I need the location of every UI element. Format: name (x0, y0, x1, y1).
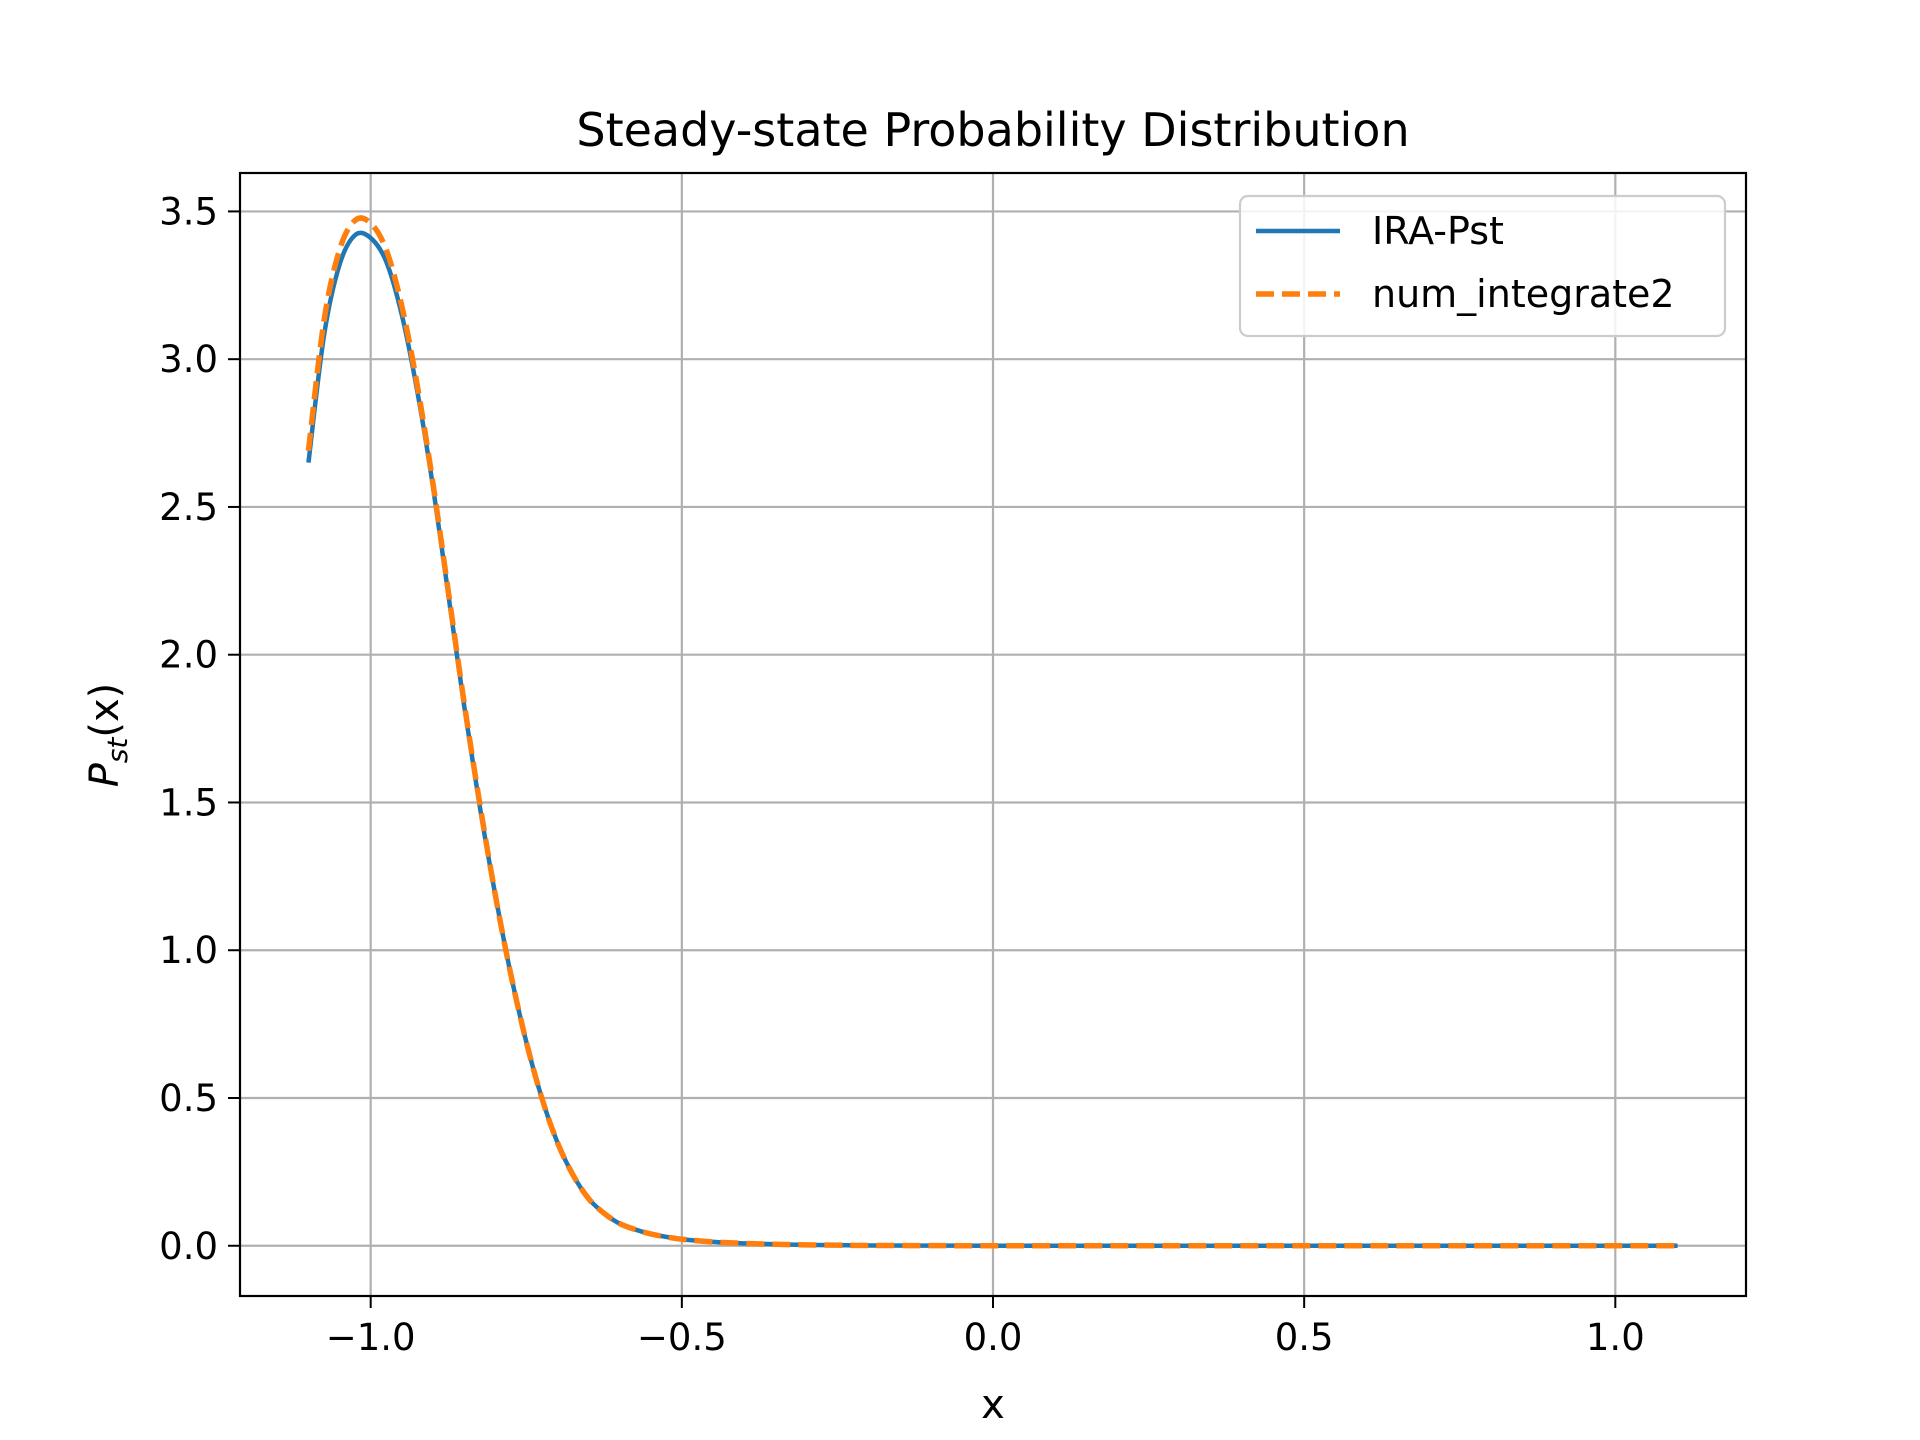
legend: IRA-Pst num_integrate2 (1238, 194, 1727, 338)
x-tick-label: 1.0 (1586, 1316, 1645, 1359)
y-axis-label-arg: (x) (82, 683, 128, 738)
x-axis-label: x (981, 1382, 1005, 1428)
y-tick-label: 2.0 (159, 634, 218, 677)
x-tick-label: 0.0 (964, 1316, 1023, 1359)
y-tick-label: 3.5 (159, 190, 218, 233)
y-tick-label: 1.0 (159, 929, 218, 972)
y-tick-label: 3.0 (159, 338, 218, 381)
legend-box (1238, 194, 1727, 338)
tick-layer: −1.0 −0.5 0.0 0.5 1.0 0.0 0.5 1.0 1.5 2.0 2.5 3.0 3.… (159, 190, 1645, 1359)
x-tick-label: −1.0 (326, 1316, 416, 1359)
legend-label-ira-pst: IRA-Pst (1372, 209, 1504, 253)
y-tick-label: 0.5 (159, 1077, 218, 1120)
y-axis-label: Pst(x) (82, 683, 134, 788)
x-tick-label: −0.5 (637, 1316, 727, 1359)
y-axis-label-main: P (82, 762, 128, 787)
series-line-num-integrate2 (305, 215, 1678, 1249)
grid-layer (240, 173, 1746, 1296)
series-layer (305, 215, 1678, 1249)
y-tick-label: 2.5 (159, 486, 218, 529)
y-tick-label: 1.5 (159, 781, 218, 824)
x-tick-label: 0.5 (1275, 1316, 1334, 1359)
y-axis-label-sub: st (101, 737, 134, 764)
legend-label-num-integrate2: num_integrate2 (1372, 272, 1675, 316)
y-tick-label: 0.0 (159, 1225, 218, 1268)
chart-title: Steady-state Probability Distribution (576, 103, 1409, 157)
